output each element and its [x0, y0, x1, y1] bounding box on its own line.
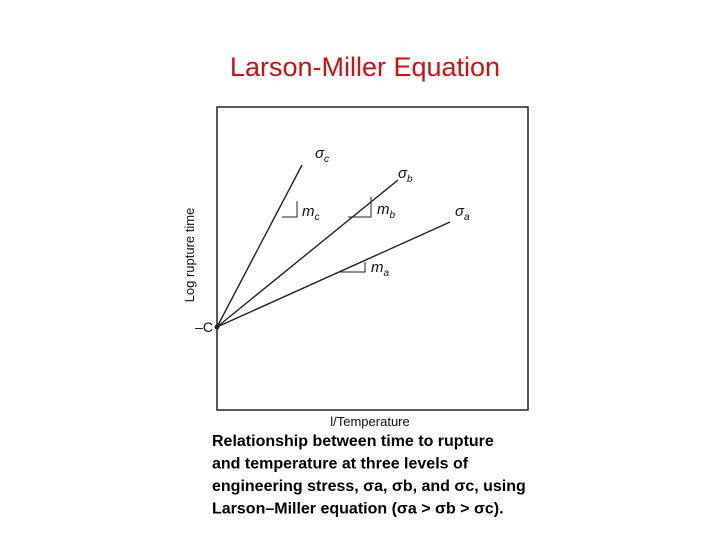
slope-subscript: a [384, 268, 390, 279]
slope-symbol: m [377, 201, 390, 218]
x-axis-label: l/Temperature [330, 414, 409, 429]
stress-label: σa [455, 203, 470, 223]
caption-line: Relationship between time to rupture [212, 433, 494, 450]
stress-line [216, 179, 399, 328]
origin-point [214, 324, 220, 330]
stress-label: σb [398, 165, 413, 185]
caption-line: engineering stress, σa, σb, and σc, usin… [212, 478, 526, 495]
stress-line [216, 221, 451, 328]
slope-triangle [348, 197, 372, 218]
slope-subscript: c [315, 212, 320, 223]
stress-subscript: b [407, 174, 413, 185]
stress-line [216, 164, 303, 328]
slope-label: ma [371, 259, 390, 279]
slope-label: mb [377, 201, 396, 221]
stress-subscript: c [324, 154, 329, 165]
origin-label: –C [195, 319, 213, 335]
stress-subscript: a [464, 212, 470, 223]
slope-label: mc [302, 203, 320, 223]
slope-triangle [340, 262, 366, 273]
slope-symbol: m [371, 259, 384, 276]
plot-frame [216, 106, 529, 411]
stress-label: σc [315, 145, 329, 165]
slide-title: Larson-Miller Equation [230, 52, 500, 82]
caption-line: Larson–Miller equation (σa > σb > σc). [212, 501, 504, 518]
slope-symbol: m [302, 203, 315, 220]
slope-subscript: b [390, 210, 396, 221]
stress-symbol: σ [398, 165, 408, 182]
y-axis-label: Log rupture time [182, 208, 197, 303]
stress-symbol: σ [315, 145, 325, 162]
caption-line: and temperature at three levels of [212, 456, 469, 473]
stress-symbol: σ [455, 203, 465, 220]
slope-triangle [282, 201, 298, 218]
